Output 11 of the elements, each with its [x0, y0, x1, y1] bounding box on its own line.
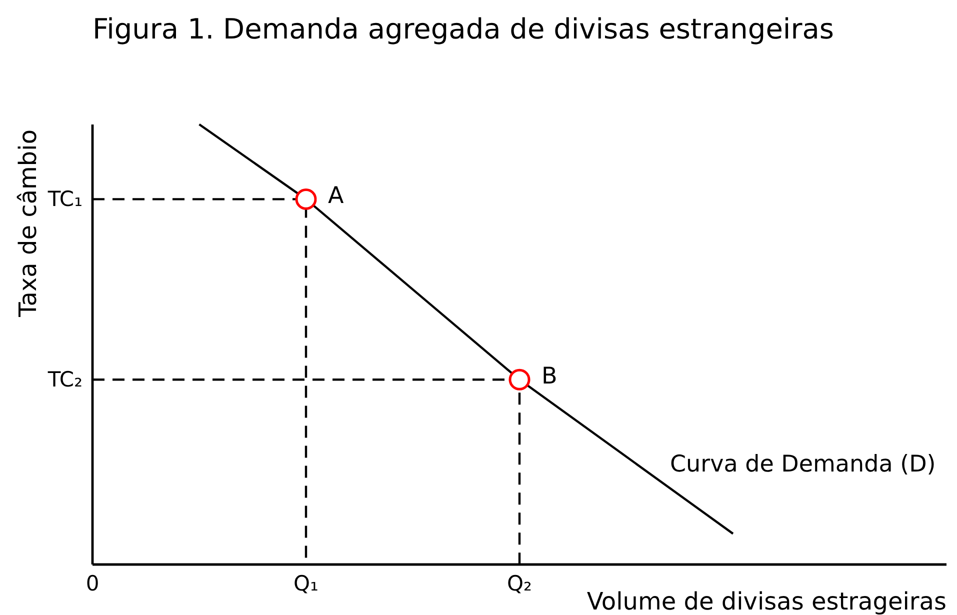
series-label: TC₁: [46, 187, 83, 212]
x-tick-label: Q₂: [507, 572, 532, 596]
chart-title: Figura 1. Demanda agregada de divisas estrangeiras: [92, 12, 834, 46]
y-axis-title: Taxa de câmbio: [14, 129, 42, 318]
x-tick-label: 0: [86, 572, 100, 596]
annotation: B: [542, 364, 558, 390]
series-label: TC₂: [46, 368, 83, 392]
x-tick-label: Q₁: [294, 572, 318, 596]
x-axis-title: Volume de divisas estrageiras: [586, 588, 947, 615]
series-label: Curva de Demanda (D): [670, 452, 936, 478]
annotation: A: [328, 183, 344, 210]
